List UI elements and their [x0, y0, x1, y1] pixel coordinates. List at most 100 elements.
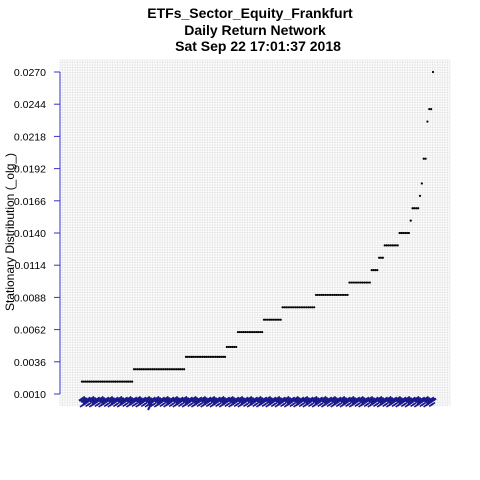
data-point [151, 368, 154, 371]
data-point [376, 269, 379, 272]
data-point [355, 281, 358, 284]
data-point [177, 368, 180, 371]
data-point [287, 306, 290, 309]
node-label-mark [408, 396, 417, 403]
data-point [322, 293, 325, 297]
data-point [210, 355, 214, 358]
data-point [430, 108, 433, 111]
data-point [381, 256, 384, 259]
node-label-mark [269, 396, 277, 403]
data-point [225, 345, 228, 349]
data-point [361, 281, 364, 284]
node-label-mark [293, 397, 302, 403]
data-point [171, 368, 175, 371]
node-label-mark [291, 395, 300, 402]
node-label-mark [281, 401, 287, 407]
node-label-mark [226, 401, 232, 407]
data-point [259, 330, 262, 334]
data-point [136, 368, 139, 371]
y-tick-label: 0.0192 [14, 164, 46, 176]
node-label-mark [375, 395, 383, 402]
node-label-mark [171, 395, 179, 402]
node-label-mark [195, 396, 203, 403]
data-point [242, 330, 245, 334]
data-point [398, 231, 401, 235]
data-point [352, 281, 355, 284]
node-label-mark [264, 395, 272, 402]
data-point [383, 244, 386, 247]
node-label-mark [111, 396, 120, 403]
node-label-mark [371, 396, 380, 403]
node-label-mark [362, 396, 370, 403]
node-label-mark [143, 395, 151, 402]
node-label-mark [115, 395, 123, 402]
data-point [268, 318, 271, 321]
node-label-mark [198, 401, 204, 407]
data-point [158, 368, 162, 371]
data-point [144, 368, 147, 371]
data-point [170, 368, 173, 371]
data-point [233, 345, 236, 349]
node-label-mark [312, 397, 320, 403]
node-label-mark [356, 401, 362, 407]
node-label-mark [343, 396, 352, 403]
node-label-mark [328, 401, 334, 407]
node-label-mark [189, 395, 198, 402]
node-label-mark [423, 397, 432, 403]
node-label-mark [226, 395, 235, 402]
chart-title-line-2: Daily Return Network [184, 22, 326, 38]
data-point [93, 380, 97, 383]
data-point [385, 244, 388, 247]
node-label-mark [309, 401, 315, 407]
data-point [166, 368, 169, 371]
plot-grid [59, 59, 451, 406]
data-point [313, 306, 316, 309]
node-label-mark [161, 395, 170, 402]
data-point [123, 380, 126, 383]
data-point [314, 293, 318, 297]
data-point [407, 231, 410, 235]
data-point [344, 293, 347, 297]
data-point [283, 306, 286, 309]
node-label-mark [210, 397, 218, 403]
y-tick-label: 0.0140 [14, 228, 46, 240]
data-point [413, 207, 416, 210]
data-point [175, 368, 178, 371]
node-label-mark [145, 397, 153, 403]
node-label-mark [124, 401, 130, 407]
node-label-mark [411, 401, 417, 407]
data-point [253, 330, 256, 334]
data-point [318, 293, 321, 297]
node-label-mark [402, 401, 408, 407]
data-point [86, 380, 89, 383]
data-point [155, 368, 158, 371]
node-label-mark [87, 395, 95, 402]
data-point [378, 256, 381, 259]
data-point [201, 355, 204, 358]
data-point [103, 380, 106, 383]
data-point [370, 269, 373, 272]
node-label-mark [235, 401, 241, 407]
node-label-mark [148, 396, 157, 403]
data-point [374, 269, 377, 272]
node-label-mark [377, 397, 385, 403]
data-point [274, 318, 277, 321]
data-point [392, 244, 396, 247]
y-axis-ticks: 0.0010 0.0036 0.0062 0.0088 0.0114 0.0140 0.01… [14, 67, 60, 401]
node-label-mark [133, 401, 139, 407]
node-label-mark [152, 395, 160, 402]
data-point [333, 293, 336, 297]
node-label-mark [83, 396, 92, 403]
node-label-mark [288, 396, 296, 403]
data-point [92, 380, 95, 383]
chart-title-line-1: ETFs_Sector_Equity_Frankfurt [147, 5, 353, 21]
data-point [350, 281, 353, 284]
node-label-mark [272, 401, 278, 407]
data-point [279, 318, 282, 321]
node-label-mark [105, 401, 111, 407]
node-label-mark [306, 396, 315, 403]
node-label-mark [121, 396, 129, 403]
node-label-mark [254, 395, 263, 402]
node-label-mark [151, 401, 157, 407]
